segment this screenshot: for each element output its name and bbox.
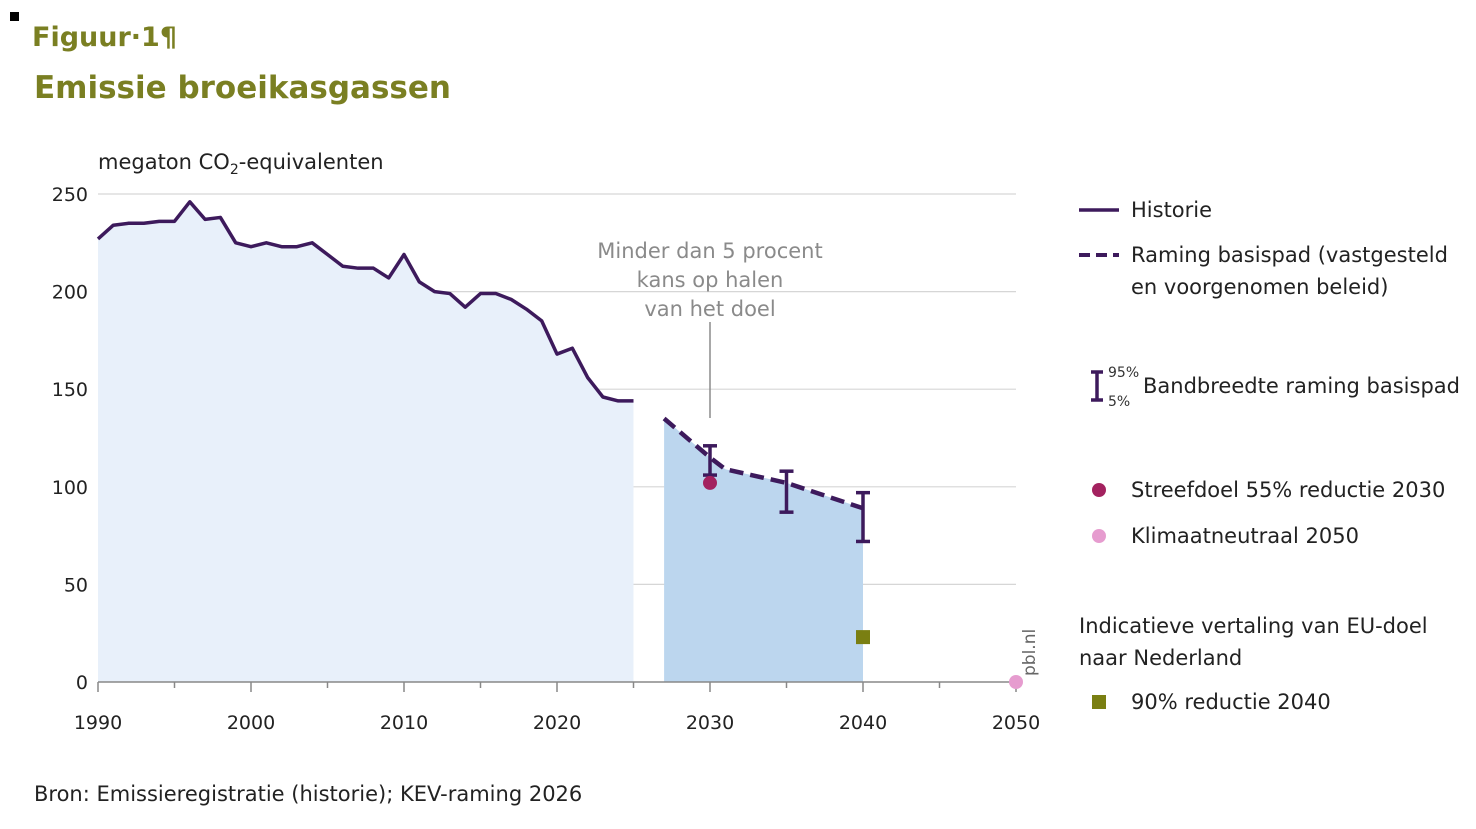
error-bars (703, 444, 870, 544)
figure-label: Figuur·1¶ (32, 22, 178, 53)
x-tick-label: 2030 (686, 712, 734, 734)
y-tick-label: 250 (52, 184, 88, 206)
legend-circle-icon (1075, 474, 1131, 502)
legend-label-reductie-2040: 90% reductie 2040 (1131, 690, 1331, 714)
y-tick-label: 50 (64, 574, 88, 596)
legend-solid-line-icon (1075, 194, 1131, 222)
legend-error-bar-icon: 95% 5% (1075, 366, 1139, 410)
target-point-square (856, 630, 870, 645)
x-tick-label: 2010 (380, 712, 428, 734)
y-tick-label: 100 (52, 477, 88, 499)
unit-prefix: megaton CO (98, 150, 230, 174)
projection-area (664, 418, 863, 682)
x-tick-label: 2000 (227, 712, 275, 734)
legend-item-bandbreedte: 95% 5% Bandbreedte raming basispad (1075, 366, 1460, 410)
target-point-circle (1009, 675, 1023, 689)
legend-label-klimaatneutraal: Klimaatneutraal 2050 (1131, 524, 1359, 548)
legend-item-streefdoel: Streefdoel 55% reductie 2030 (1075, 474, 1445, 506)
legend-label-raming-line-1: Raming basispad (vastgesteld (1131, 243, 1448, 267)
corner-mark (10, 12, 19, 21)
legend-band-pct-low: 5% (1108, 394, 1130, 410)
unit-subscript: 2 (229, 162, 239, 179)
unit-suffix: -equivalenten (238, 150, 384, 174)
legend-eu-note: Indicatieve vertaling van EU-doel naar N… (1079, 610, 1459, 674)
y-tick-label: 200 (52, 282, 88, 304)
legend-item-klimaatneutraal: Klimaatneutraal 2050 (1075, 520, 1359, 552)
legend-band-pct-high: 95% (1108, 366, 1139, 381)
credit-label: pbl.nl (1020, 628, 1040, 676)
legend-label-streefdoel: Streefdoel 55% reductie 2030 (1131, 478, 1446, 502)
y-axis-unit-label: megaton CO2-equivalenten (98, 150, 384, 178)
legend-square-icon (1075, 686, 1131, 714)
x-tick-label: 2040 (839, 712, 887, 734)
legend-label-bandbreedte: Bandbreedte raming basispad (1143, 374, 1460, 398)
x-tick-label: 2050 (992, 712, 1040, 734)
source-note: Bron: Emissieregistratie (historie); KEV… (34, 782, 583, 806)
legend-dashed-line-icon (1075, 239, 1131, 267)
legend-item-raming: Raming basispad (vastgesteld en voorgeno… (1075, 239, 1448, 303)
y-tick-label: 150 (52, 379, 88, 401)
legend-item-historie: Historie (1075, 194, 1212, 226)
annotation-line-1: Minder dan 5 procent (597, 239, 822, 263)
target-point-circle (703, 475, 717, 490)
legend-eu-note-line-2: naar Nederland (1079, 646, 1243, 670)
annotation-line-2: kans op halen (637, 268, 784, 292)
legend-eu-note-line-1: Indicatieve vertaling van EU-doel (1079, 614, 1428, 638)
x-tick-label: 2020 (533, 712, 581, 734)
legend-label-historie: Historie (1131, 198, 1213, 222)
series-line-historie (96, 200, 634, 403)
series-line-raming (662, 416, 864, 511)
annotation-line-3: van het doel (644, 297, 775, 321)
y-tick-label: 0 (76, 672, 88, 694)
series-lines (96, 200, 864, 511)
legend-circle-icon (1075, 520, 1131, 548)
annotation: Minder dan 5 procent kans op halen van h… (597, 239, 823, 418)
target-points (703, 475, 1023, 689)
legend-item-reductie-2040: 90% reductie 2040 (1075, 686, 1331, 718)
x-tick-label: 1990 (74, 712, 122, 734)
history-area (98, 201, 634, 683)
legend-label-raming: Raming basispad (vastgesteld en voorgeno… (1131, 239, 1448, 303)
chart-title: Emissie broeikasgassen (34, 70, 451, 106)
legend-label-raming-line-2: en voorgenomen beleid) (1131, 275, 1389, 299)
axes: 0 50 100 150 200 250 1990 2000 2010 2020 2030 2040 2… (52, 184, 1040, 734)
